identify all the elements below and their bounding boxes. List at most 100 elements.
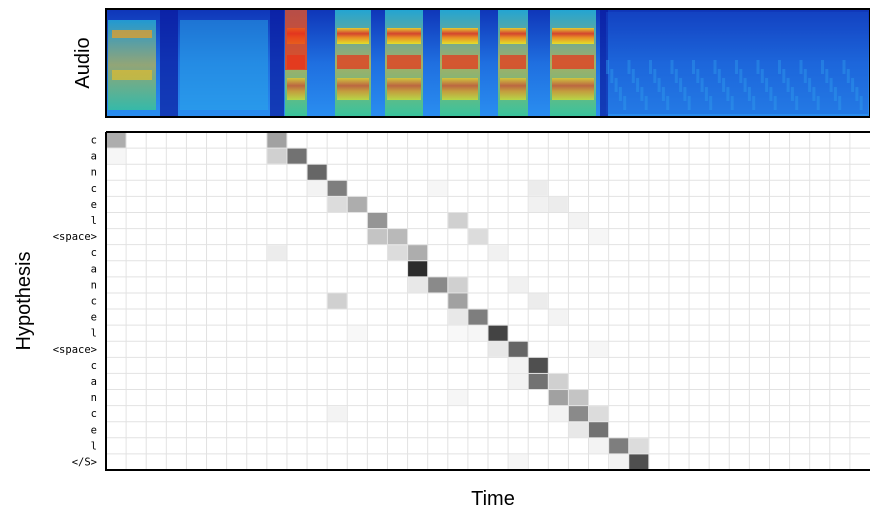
heatmap-cell (589, 341, 609, 357)
heatmap-cell (327, 196, 347, 212)
spectrogram-noise (838, 96, 842, 110)
heatmap-cell (488, 341, 508, 357)
heatmap-cell (267, 148, 287, 164)
spectrogram-noise (859, 96, 863, 110)
heatmap-cell (548, 196, 568, 212)
y-tick-label: c (91, 296, 97, 308)
spectrogram-noise (614, 78, 618, 92)
spectrogram-noise (657, 78, 661, 92)
heatmap-cell (327, 406, 347, 422)
spectrogram-noise (636, 78, 640, 92)
spectrogram-noise (730, 96, 734, 110)
spectrogram-noise (765, 78, 769, 92)
heatmap-cell (307, 180, 327, 196)
spectrogram-formant (287, 78, 305, 100)
heatmap-cell (568, 406, 589, 422)
heatmap-cell (448, 277, 468, 293)
heatmap-cell (468, 309, 488, 325)
spectrogram-noise (803, 69, 807, 83)
y-tick-label: c (91, 408, 97, 420)
spectrogram-noise (644, 96, 648, 110)
y-tick-label: </S> (72, 456, 97, 468)
heatmap-cell (528, 373, 548, 390)
y-tick-label: c (91, 360, 97, 372)
spectrogram-noise (623, 96, 627, 110)
y-axis-title: Hypothesis (13, 252, 35, 351)
spectrogram-noise (790, 87, 794, 101)
heatmap-cell (448, 309, 468, 325)
spectrogram-noise (795, 96, 799, 110)
spectrogram-noise (851, 78, 855, 92)
spectrogram-noise (812, 87, 816, 101)
spectrogram-formant (552, 28, 594, 44)
spectrogram-noise (713, 60, 717, 74)
heatmap-cell (508, 373, 528, 390)
spectrogram-noise (679, 78, 683, 92)
heatmap-cell (589, 438, 609, 454)
spectrogram-frame (105, 8, 870, 118)
x-axis-title: Time (471, 488, 515, 510)
spectrogram-noise (670, 60, 674, 74)
heatmap-cell (367, 229, 387, 245)
heatmap-cell (528, 180, 548, 196)
spectrogram-segment (112, 70, 152, 80)
heatmap-cell (548, 406, 568, 422)
spectrogram-noise (833, 87, 837, 101)
y-tick-label: n (91, 279, 97, 291)
y-tick-label: a (91, 376, 97, 388)
spectrogram-noise (782, 69, 786, 83)
spectrogram-noise (829, 78, 833, 92)
spectrogram-noise (842, 60, 846, 74)
y-tick-label: c (91, 135, 97, 147)
heatmap-cell (548, 309, 568, 325)
y-tick-label: <space> (53, 344, 97, 356)
spectrogram-noise (709, 96, 713, 110)
heatmap-cell (548, 373, 568, 390)
heatmap-cell (508, 277, 528, 293)
audio-spectrogram (105, 8, 870, 118)
heatmap-cell (568, 212, 589, 229)
spectrogram-segment (180, 20, 268, 110)
y-tick-label: e (91, 312, 97, 324)
y-tick-label: l (91, 440, 97, 452)
heatmap-cell (307, 164, 327, 180)
spectrogram-noise (739, 69, 743, 83)
heatmap-cell (408, 277, 428, 293)
heatmap-cell (448, 390, 468, 406)
spectrogram-noise (756, 60, 760, 74)
heatmap-cell (568, 422, 589, 438)
spectrogram-formant (337, 55, 369, 69)
spectrogram-noise (606, 60, 609, 74)
spectrogram-noise (855, 87, 859, 101)
heatmap-cells (106, 132, 649, 470)
heatmap-cell (267, 132, 287, 148)
heatmap-grid (106, 132, 870, 470)
heatmap-cell (408, 245, 428, 261)
spectrogram-noise (653, 69, 657, 83)
y-tick-label: n (91, 167, 97, 179)
y-tick-label: <space> (53, 231, 97, 243)
spectrogram-noise (610, 69, 614, 83)
heatmap-cell (609, 454, 629, 470)
spectrogram-noise (674, 69, 678, 83)
y-tick-label: a (91, 151, 97, 163)
y-tick-label: l (91, 215, 97, 227)
heatmap-cell (347, 325, 367, 341)
spectrogram-noise (683, 87, 687, 101)
heatmap-cell (528, 196, 548, 212)
spectrogram-formant (387, 28, 421, 44)
y-tick-label: c (91, 183, 97, 195)
heatmap-cell (428, 277, 448, 293)
spectrogram-noise (661, 87, 665, 101)
spectrogram-formant (500, 78, 526, 100)
heatmap-cell (327, 293, 347, 309)
heatmap-cell (448, 212, 468, 229)
y-tick-label: a (91, 263, 97, 275)
heatmap-cell (508, 357, 528, 373)
spectrogram-dark-band (270, 9, 284, 117)
heatmap-cell (448, 325, 468, 341)
spectrogram-segment (112, 30, 152, 38)
spectrogram-noise (717, 69, 721, 83)
spectrogram-noise (743, 78, 747, 92)
